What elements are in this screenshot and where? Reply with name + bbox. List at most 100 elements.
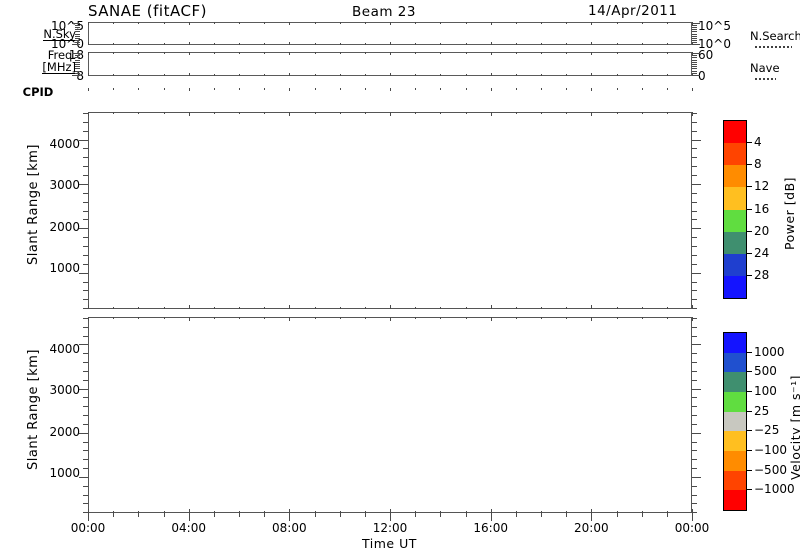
cpid-xtick	[692, 88, 693, 91]
power-xtick-bottom	[390, 305, 391, 309]
velocity-colorbar-tick-label: −25	[754, 423, 780, 438]
power-colorbar[interactable]	[723, 120, 747, 299]
legend-nsearch: N.Search	[750, 30, 800, 48]
power-xtick-bottom	[188, 305, 190, 309]
freq-ytick-right-bottom: 0	[698, 69, 706, 83]
xaxis-tick	[641, 513, 643, 517]
power-colorbar-tick	[747, 164, 752, 166]
power-xtick-top	[440, 112, 442, 115]
cpid-xtick	[339, 88, 341, 90]
power-ytick	[79, 183, 88, 185]
freq-xtick	[490, 52, 492, 55]
power-xtick-top	[289, 112, 291, 116]
nsky-xtick-bottom	[465, 43, 467, 46]
nsky-xtick	[440, 22, 442, 24]
velocity-ytick	[83, 415, 88, 416]
velocity-xtick-top	[541, 317, 542, 320]
freq-left-tick	[72, 53, 80, 54]
power-xtick-bottom	[566, 306, 568, 309]
velocity-xtick-bottom	[289, 509, 291, 513]
freq-xtick	[289, 52, 291, 55]
power-xtick-bottom	[616, 306, 618, 309]
cpid-xtick	[440, 88, 442, 90]
freq-xtick-bottom	[390, 73, 391, 76]
power-xtick-top	[113, 112, 115, 115]
velocity-colorbar-swatch	[724, 372, 746, 392]
velocity-ytick	[83, 512, 88, 514]
nsky-xtick-bottom	[88, 42, 89, 45]
nsky-xtick-bottom	[541, 43, 542, 46]
cpid-xtick	[566, 88, 568, 90]
freq-xtick	[163, 52, 165, 54]
power-plot-area[interactable]	[88, 112, 692, 309]
freq-xtick-bottom	[616, 74, 618, 76]
power-ytick	[83, 299, 88, 301]
freq-left-tick	[72, 75, 80, 76]
velocity-ytick	[83, 450, 88, 452]
velocity-colorbar-tick	[747, 430, 752, 432]
cpid-xtick	[591, 88, 593, 91]
cpid-xtick	[666, 88, 668, 90]
velocity-xtick-bottom	[616, 510, 618, 513]
velocity-ytick	[83, 379, 88, 381]
nsky-xtick	[314, 22, 316, 24]
nsky-right-tick	[692, 35, 697, 37]
velocity-xtick-bottom	[641, 510, 643, 513]
freq-xtick-bottom	[138, 74, 140, 76]
power-xtick-top	[666, 112, 668, 115]
power-xtick-top	[213, 112, 215, 115]
power-ytick-right	[692, 121, 697, 123]
velocity-ytick-right	[692, 344, 701, 346]
nsky-xtick-bottom	[163, 43, 165, 46]
velocity-colorbar-tick-label: −500	[754, 462, 787, 477]
cpid-xtick	[415, 88, 417, 90]
cpid-xtick	[88, 88, 89, 91]
freq-right-tick	[692, 70, 697, 72]
velocity-plot-area[interactable]	[88, 317, 692, 513]
velocity-xtick-bottom	[465, 510, 467, 513]
nsky-xtick-bottom	[289, 42, 291, 45]
freq-axis-label-line1: Freq.	[47, 48, 76, 62]
power-ytick-right	[692, 281, 697, 283]
power-xtick-bottom	[213, 306, 215, 309]
power-colorbar-title: Power [dB]	[782, 176, 797, 250]
power-ytick-right	[692, 201, 697, 203]
nsky-left-tick	[72, 44, 80, 45]
freq-xtick	[616, 52, 618, 54]
cpid-xtick	[541, 88, 542, 90]
cpid-xtick	[641, 88, 643, 90]
freq-xtick-bottom	[364, 74, 366, 76]
power-ytick	[83, 254, 88, 256]
velocity-xtick-top	[616, 317, 618, 320]
nsky-xtick-bottom	[390, 42, 391, 45]
power-colorbar-swatch	[724, 165, 746, 188]
power-ytick-right	[692, 112, 697, 114]
power-ytick	[83, 237, 88, 239]
nsky-xtick	[616, 22, 618, 24]
freq-xtick-bottom	[188, 73, 190, 76]
velocity-colorbar-swatch	[724, 352, 746, 373]
power-xtick-bottom	[440, 306, 442, 309]
velocity-ytick	[83, 397, 88, 399]
xaxis-tick	[314, 513, 316, 517]
nsky-xtick-bottom	[213, 43, 215, 46]
velocity-ytick-right	[692, 459, 697, 461]
power-colorbar-tick-label: 16	[754, 201, 770, 216]
freq-xtick	[541, 52, 542, 54]
nsky-xtick-bottom	[515, 43, 517, 46]
cpid-xtick	[213, 88, 215, 90]
velocity-ytick-right	[692, 388, 701, 390]
freq-xtick	[138, 52, 140, 54]
freq-right-tick	[692, 57, 697, 59]
xaxis-tick	[113, 513, 115, 517]
power-ytick-right	[692, 157, 697, 159]
power-xtick-bottom	[138, 306, 140, 309]
velocity-colorbar[interactable]	[723, 332, 747, 511]
freq-xtick-bottom	[289, 73, 291, 76]
velocity-ytick	[83, 423, 88, 425]
power-colorbar-swatch	[724, 231, 746, 254]
velocity-xtick-bottom	[591, 509, 593, 513]
xaxis-tick	[188, 513, 190, 521]
freq-xtick-bottom	[113, 74, 115, 76]
nsky-xtick	[541, 22, 542, 24]
